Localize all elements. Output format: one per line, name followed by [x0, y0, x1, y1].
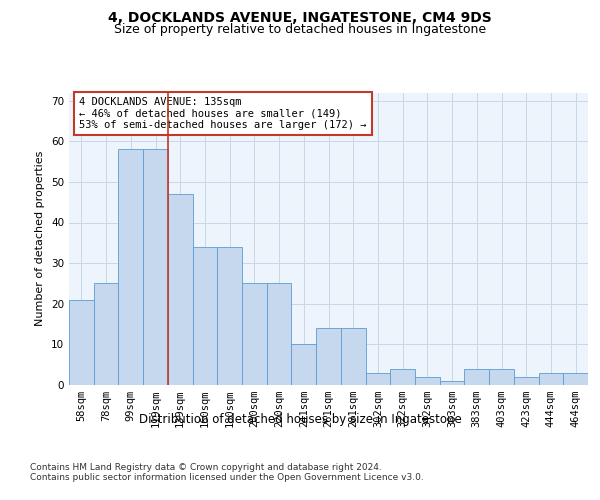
Bar [94, 284, 118, 385]
Bar [365, 373, 390, 385]
Bar [489, 369, 514, 385]
Text: 4, DOCKLANDS AVENUE, INGATESTONE, CM4 9DS: 4, DOCKLANDS AVENUE, INGATESTONE, CM4 9D… [108, 11, 492, 25]
Bar [341, 328, 365, 385]
Text: Distribution of detached houses by size in Ingatestone: Distribution of detached houses by size … [139, 412, 461, 426]
Bar [292, 344, 316, 385]
Bar [143, 150, 168, 385]
Bar [267, 284, 292, 385]
Bar [464, 369, 489, 385]
Text: Contains HM Land Registry data © Crown copyright and database right 2024.
Contai: Contains HM Land Registry data © Crown c… [30, 462, 424, 482]
Bar [242, 284, 267, 385]
Bar [415, 377, 440, 385]
Y-axis label: Number of detached properties: Number of detached properties [35, 151, 46, 326]
Text: Size of property relative to detached houses in Ingatestone: Size of property relative to detached ho… [114, 22, 486, 36]
Bar [440, 381, 464, 385]
Bar [514, 377, 539, 385]
Bar [193, 247, 217, 385]
Bar [168, 194, 193, 385]
Bar [563, 373, 588, 385]
Bar [539, 373, 563, 385]
Text: 4 DOCKLANDS AVENUE: 135sqm
← 46% of detached houses are smaller (149)
53% of sem: 4 DOCKLANDS AVENUE: 135sqm ← 46% of deta… [79, 97, 367, 130]
Bar [118, 150, 143, 385]
Bar [316, 328, 341, 385]
Bar [69, 300, 94, 385]
Bar [217, 247, 242, 385]
Bar [390, 369, 415, 385]
